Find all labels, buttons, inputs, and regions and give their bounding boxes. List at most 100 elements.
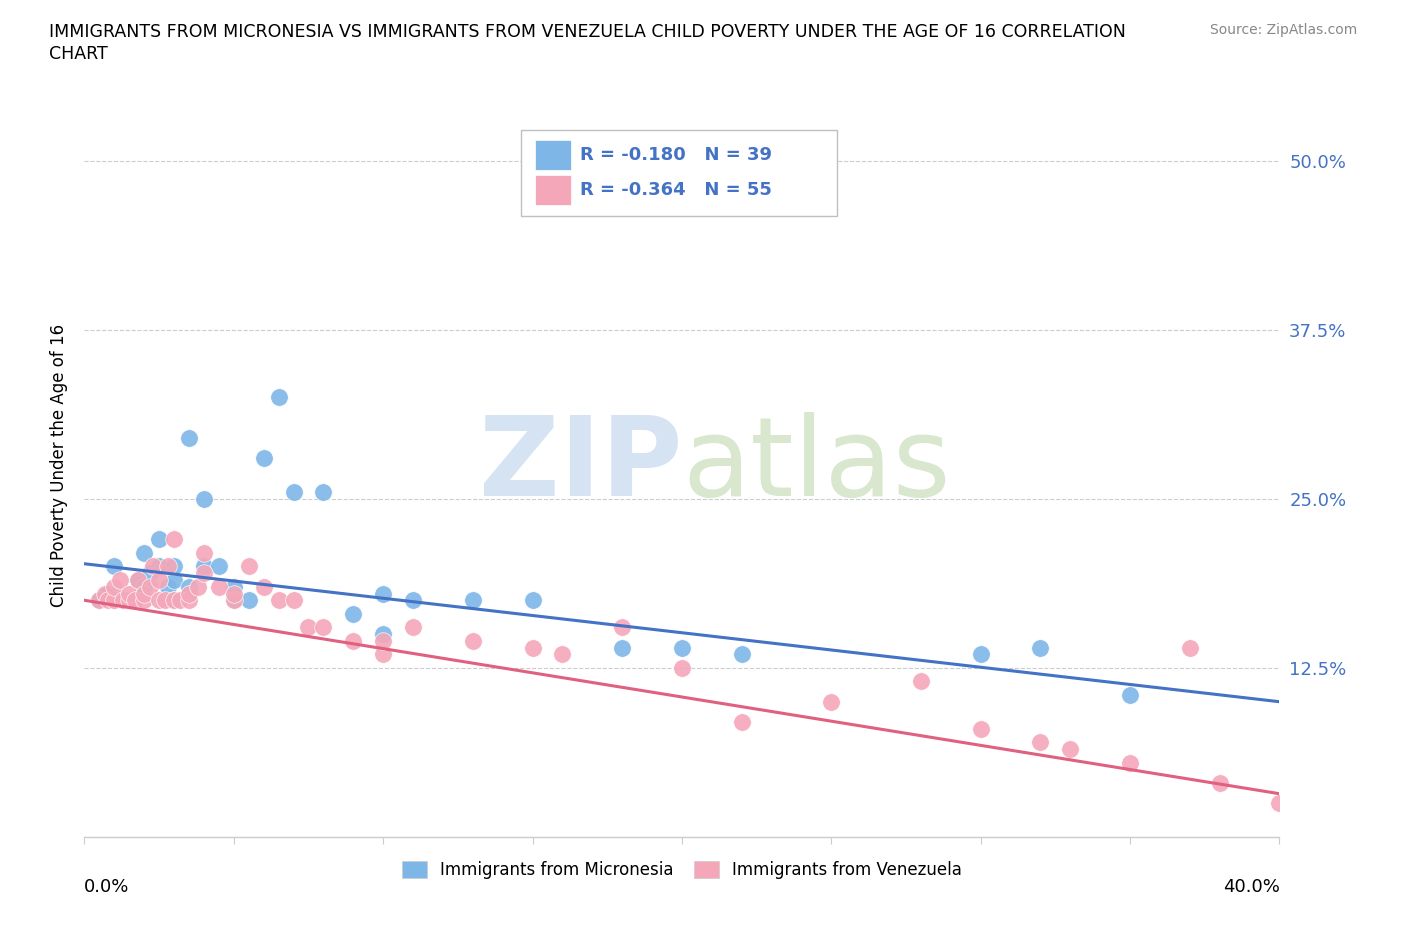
Point [373, 586, 395, 601]
Point [373, 647, 395, 662]
Point [163, 592, 186, 607]
Point [910, 674, 932, 689]
Point [118, 586, 141, 601]
Point [461, 592, 484, 607]
Point [731, 647, 754, 662]
Point [124, 592, 146, 607]
Point [132, 586, 156, 601]
Point [297, 620, 319, 635]
Point [103, 579, 125, 594]
Point [373, 627, 395, 642]
Point [103, 559, 125, 574]
Point [193, 546, 215, 561]
Text: 0.0%: 0.0% [84, 878, 129, 896]
Point [612, 620, 634, 635]
Point [238, 592, 260, 607]
Point [103, 592, 125, 607]
Point [671, 640, 693, 655]
Point [1119, 687, 1142, 702]
Point [193, 565, 215, 580]
Text: CHART: CHART [49, 45, 108, 62]
Point [970, 722, 993, 737]
Point [148, 532, 170, 547]
Point [402, 620, 425, 635]
Point [177, 579, 200, 594]
Point [522, 592, 544, 607]
FancyBboxPatch shape [534, 140, 571, 169]
Point [163, 559, 186, 574]
Point [112, 592, 135, 607]
Point [208, 559, 231, 574]
Point [193, 491, 215, 506]
Text: R = -0.180   N = 39: R = -0.180 N = 39 [581, 146, 772, 164]
Point [97, 592, 120, 607]
Point [177, 586, 200, 601]
Point [187, 579, 209, 594]
Text: 40.0%: 40.0% [1223, 878, 1279, 896]
Point [222, 586, 245, 601]
Point [94, 586, 117, 601]
Point [157, 559, 180, 574]
Point [163, 573, 186, 588]
Point [142, 559, 165, 574]
Point [153, 592, 176, 607]
Point [222, 579, 245, 594]
Point [222, 592, 245, 607]
Legend: Immigrants from Micronesia, Immigrants from Venezuela: Immigrants from Micronesia, Immigrants f… [396, 857, 967, 884]
Point [177, 592, 200, 607]
Point [208, 579, 231, 594]
Point [312, 485, 335, 499]
Point [139, 565, 162, 580]
Text: R = -0.364   N = 55: R = -0.364 N = 55 [581, 180, 772, 199]
FancyBboxPatch shape [534, 175, 571, 205]
Point [132, 579, 156, 594]
Point [222, 592, 245, 607]
Point [89, 592, 111, 607]
Point [402, 592, 425, 607]
Point [1059, 741, 1081, 756]
Point [612, 640, 634, 655]
Point [103, 592, 125, 607]
Point [461, 633, 484, 648]
Point [1029, 640, 1052, 655]
Point [148, 573, 170, 588]
Point [312, 620, 335, 635]
Point [110, 573, 132, 588]
Point [551, 647, 574, 662]
Point [970, 647, 993, 662]
Text: ZIP: ZIP [478, 411, 682, 519]
Point [132, 592, 156, 607]
Point [157, 579, 180, 594]
Point [238, 559, 260, 574]
Point [267, 592, 290, 607]
Point [522, 640, 544, 655]
Point [97, 586, 120, 601]
Point [253, 579, 276, 594]
Point [1119, 755, 1142, 770]
Point [127, 573, 149, 588]
Point [731, 714, 754, 729]
Point [148, 559, 170, 574]
Y-axis label: Child Poverty Under the Age of 16: Child Poverty Under the Age of 16 [49, 324, 67, 606]
Point [163, 532, 186, 547]
Point [118, 592, 141, 607]
Point [193, 559, 215, 574]
Point [89, 592, 111, 607]
Text: atlas: atlas [682, 411, 950, 519]
Point [820, 695, 842, 710]
Point [1178, 640, 1201, 655]
Point [283, 592, 305, 607]
Point [1209, 776, 1232, 790]
Point [1029, 735, 1052, 750]
Point [342, 633, 364, 648]
Point [169, 592, 191, 607]
Point [267, 390, 290, 405]
Point [671, 660, 693, 675]
Point [177, 431, 200, 445]
Point [127, 573, 149, 588]
Point [1268, 796, 1291, 811]
Point [283, 485, 305, 499]
Text: Source: ZipAtlas.com: Source: ZipAtlas.com [1209, 23, 1357, 37]
Point [253, 451, 276, 466]
Point [118, 592, 141, 607]
